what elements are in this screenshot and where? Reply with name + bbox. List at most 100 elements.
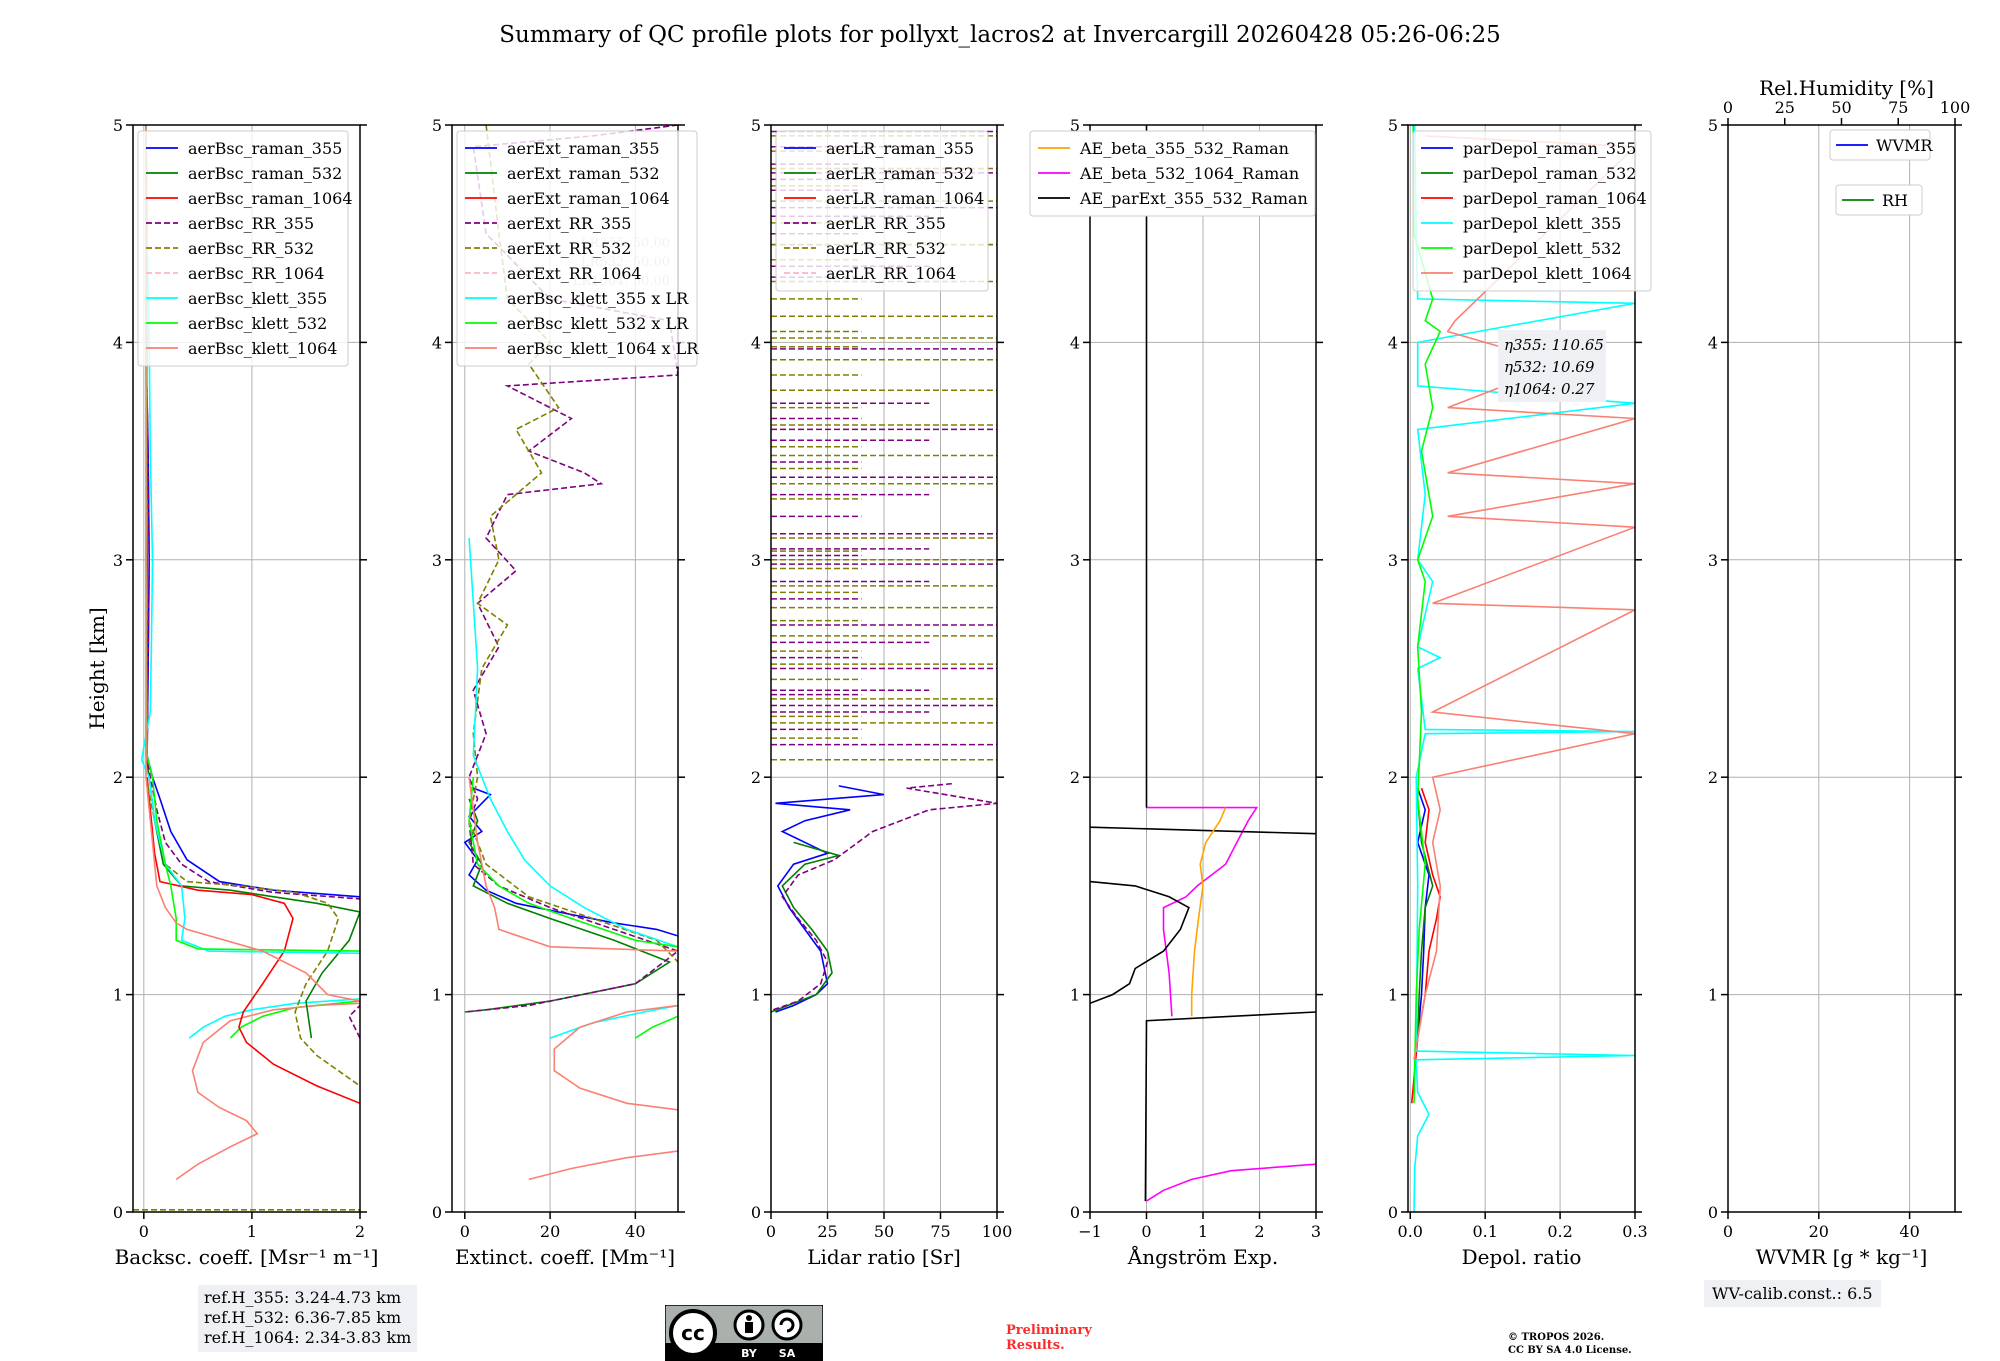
y-tick-label: 3 bbox=[1708, 551, 1718, 570]
legend-box bbox=[1412, 130, 1652, 292]
cc-license-badge-icon: cc BY SA bbox=[665, 1305, 823, 1361]
top-x-tick-label: 25 bbox=[1775, 98, 1795, 117]
legend-label: parDepol_raman_532 bbox=[1463, 164, 1636, 183]
y-tick-label: 4 bbox=[751, 333, 761, 352]
y-tick-label: 4 bbox=[1070, 333, 1080, 352]
legend-entry: aerBsc_klett_1064 x LR bbox=[465, 339, 699, 358]
eta-box bbox=[1498, 330, 1606, 402]
y-tick-label: 1 bbox=[1070, 986, 1080, 1005]
legend-label: aerLR_RR_1064 bbox=[826, 264, 956, 283]
y-tick-label: 0 bbox=[1388, 1203, 1398, 1222]
legend-entry: parDepol_raman_532 bbox=[1421, 164, 1636, 183]
x-axis-label: WVMR [g * kg⁻¹] bbox=[1756, 1245, 1928, 1269]
legend-entry: aerBsc_raman_532 bbox=[146, 164, 342, 183]
x-tick-label: 0.1 bbox=[1472, 1222, 1497, 1241]
legend-label: aerLR_raman_1064 bbox=[826, 189, 984, 208]
legend-entry: aerExt_RR_1064 bbox=[465, 264, 642, 283]
legend-label: aerExt_RR_355 bbox=[507, 214, 631, 233]
legend-entry: parDepol_klett_355 bbox=[1421, 214, 1621, 233]
legend-entry: aerLR_RR_355 bbox=[784, 214, 946, 233]
x-axis-label: Depol. ratio bbox=[1462, 1245, 1582, 1269]
legend-entry: aerBsc_raman_1064 bbox=[146, 189, 353, 208]
y-tick-label: 3 bbox=[751, 551, 761, 570]
y-tick-label: 3 bbox=[113, 551, 123, 570]
top-x-tick-label: 75 bbox=[1888, 98, 1908, 117]
x-axis-label: Extinct. coeff. [Mm⁻¹] bbox=[455, 1245, 675, 1269]
legend-label: parDepol_klett_355 bbox=[1463, 214, 1621, 233]
legend-entry: aerLR_raman_532 bbox=[784, 164, 974, 183]
y-tick-label: 0 bbox=[113, 1203, 123, 1222]
x-tick-label: 20 bbox=[1809, 1222, 1829, 1241]
y-tick-label: 1 bbox=[1388, 986, 1398, 1005]
legend-entry: aerExt_raman_532 bbox=[465, 164, 660, 183]
x-tick-label: 3 bbox=[1311, 1222, 1321, 1241]
legend-label: aerLR_raman_532 bbox=[826, 164, 974, 183]
panel-depol: 0.0 0.1 0.2 0.3 0 1 2 3 4 5 Depol. ratio parDepol_r… bbox=[1388, 116, 1652, 1269]
series-AE_parExt_355_532_Raman bbox=[1144, 1011, 1316, 1202]
legend-entry: AE_parExt_355_532_Raman bbox=[1038, 189, 1308, 208]
copyright-line: CC BY SA 4.0 License. bbox=[1508, 1345, 1632, 1356]
legend-entry: aerLR_raman_1064 bbox=[784, 189, 984, 208]
copyright-note: © TROPOS 2026. CC BY SA 4.0 License. bbox=[1508, 1331, 1632, 1357]
panel-lr: 0 25 50 75 100 0 1 2 3 4 5 Lidar ratio [Sr] aerLR_ra… bbox=[751, 116, 1012, 1269]
top-x-tick-label: 50 bbox=[1831, 98, 1851, 117]
prelim-line: Preliminary bbox=[1006, 1323, 1092, 1338]
x-tick-label: 2 bbox=[1254, 1222, 1264, 1241]
legend-entry: aerBsc_klett_355 bbox=[146, 289, 327, 308]
series-aerLR_raman_355 bbox=[775, 785, 885, 1013]
x-tick-label: 2 bbox=[355, 1222, 365, 1241]
y-tick-label: 2 bbox=[113, 768, 123, 787]
svg-text:cc: cc bbox=[681, 1321, 705, 1345]
legend-label: aerBsc_klett_1064 bbox=[188, 339, 337, 358]
y-tick-label: 2 bbox=[1070, 768, 1080, 787]
prelim-line: Results. bbox=[1006, 1338, 1065, 1353]
legend-label: AE_beta_355_532_Raman bbox=[1079, 139, 1289, 158]
series-AE_beta_355_532_Raman bbox=[1190, 807, 1227, 1017]
y-tick-label: 3 bbox=[432, 551, 442, 570]
legend-box bbox=[137, 130, 349, 367]
legend-label: AE_parExt_355_532_Raman bbox=[1079, 189, 1308, 208]
legend-entry: aerBsc_raman_355 bbox=[146, 139, 342, 158]
legend-entry: parDepol_klett_532 bbox=[1421, 239, 1621, 258]
x-tick-label: 1 bbox=[1198, 1222, 1208, 1241]
series-aerExt_raman_532 bbox=[464, 798, 672, 1013]
legend-label: aerLR_RR_532 bbox=[826, 239, 946, 258]
y-axis-label: Height [km] bbox=[85, 607, 109, 729]
top-x-tick-label: 0 bbox=[1723, 98, 1733, 117]
y-tick-label: 2 bbox=[1708, 768, 1718, 787]
x-tick-label: 0 bbox=[766, 1222, 776, 1241]
legend-box bbox=[456, 130, 698, 367]
ref-line: ref.H_1064: 2.34-3.83 km bbox=[204, 1328, 412, 1347]
extra-curve bbox=[528, 1150, 678, 1181]
legend-entry: AE_beta_532_1064_Raman bbox=[1038, 164, 1299, 183]
axes-frame bbox=[1407, 124, 1636, 1213]
series-aerBsc_klett_355 x LR bbox=[468, 538, 678, 948]
legend-entry: RH bbox=[1835, 184, 1923, 216]
x-tick-label: 0 bbox=[139, 1222, 149, 1241]
eta-label: η532: 10.69 bbox=[1504, 358, 1595, 376]
legend-label: parDepol_raman_355 bbox=[1463, 139, 1636, 158]
legend-entry: aerBsc_klett_532 x LR bbox=[465, 314, 689, 333]
y-tick-label: 0 bbox=[751, 1203, 761, 1222]
y-tick-label: 5 bbox=[432, 116, 442, 135]
y-tick-label: 5 bbox=[751, 116, 761, 135]
legend-label: aerBsc_klett_532 bbox=[188, 314, 327, 333]
legend-box bbox=[775, 130, 989, 292]
legend-entry: parDepol_klett_1064 bbox=[1421, 264, 1632, 283]
y-tick-label: 3 bbox=[1070, 551, 1080, 570]
legend-entry: aerExt_raman_355 bbox=[465, 139, 660, 158]
eta-label: η355: 110.65 bbox=[1504, 336, 1604, 354]
legend-label: aerBsc_RR_355 bbox=[188, 214, 314, 233]
legend-entry: parDepol_raman_355 bbox=[1421, 139, 1636, 158]
legend-label: aerExt_raman_1064 bbox=[507, 189, 670, 208]
legend-label: aerExt_raman_355 bbox=[507, 139, 660, 158]
x-tick-label: 0 bbox=[1723, 1222, 1733, 1241]
legend-entry: AE_beta_355_532_Raman bbox=[1038, 139, 1289, 158]
legend-entry: aerExt_RR_355 bbox=[465, 214, 631, 233]
y-tick-label: 1 bbox=[113, 986, 123, 1005]
extra-curve bbox=[175, 1002, 360, 1181]
preliminary-note: Preliminary Results. bbox=[1006, 1323, 1092, 1353]
x-tick-label: 25 bbox=[817, 1222, 837, 1241]
